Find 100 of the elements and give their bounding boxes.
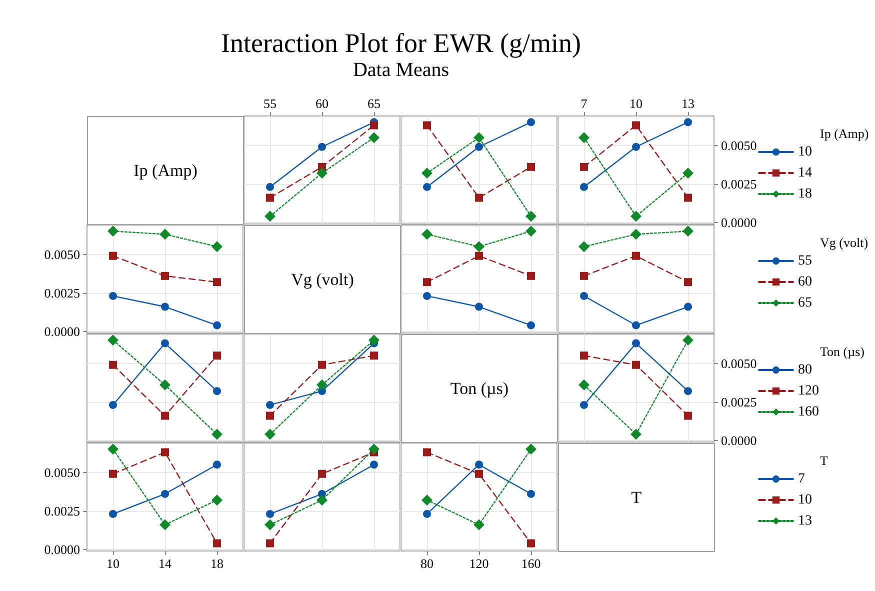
point xyxy=(368,334,380,346)
point xyxy=(578,379,590,390)
x-tick-label: 60 xyxy=(316,96,328,111)
point xyxy=(684,118,692,126)
point xyxy=(422,168,432,179)
point xyxy=(422,228,432,240)
point xyxy=(264,210,276,222)
point xyxy=(682,334,694,346)
point xyxy=(318,360,326,369)
legend-label: 120 xyxy=(798,384,819,398)
point xyxy=(526,226,536,237)
point xyxy=(474,519,484,530)
point xyxy=(109,470,117,478)
point xyxy=(266,412,274,420)
point xyxy=(109,292,117,300)
point xyxy=(632,252,640,260)
point xyxy=(580,400,588,409)
point xyxy=(527,118,535,126)
point xyxy=(526,210,536,222)
point xyxy=(578,241,590,252)
legend-label: 13 xyxy=(798,514,812,528)
point xyxy=(266,182,274,191)
legend-title: Vg (volt) xyxy=(820,235,868,250)
point xyxy=(109,252,117,260)
point xyxy=(682,226,694,237)
y-tick-label: 0.0050 xyxy=(721,356,757,371)
legend-label: 14 xyxy=(798,166,812,180)
point xyxy=(160,379,170,390)
text: Vg (volt) xyxy=(291,270,354,290)
legend-label: 160 xyxy=(798,404,819,420)
point xyxy=(474,241,484,252)
point xyxy=(161,412,169,420)
legend-title: Ton (µs) xyxy=(820,344,864,359)
point xyxy=(316,494,328,506)
y-tick-label: 0.0025 xyxy=(721,394,757,410)
point xyxy=(474,132,484,144)
x-tick-label: 18 xyxy=(210,556,224,571)
point xyxy=(161,490,169,498)
y-tick-label: 0.0000 xyxy=(44,542,80,557)
y-tick-label: 0.0050 xyxy=(721,138,757,153)
y-tick-label: 0.0000 xyxy=(44,324,80,339)
legend-label: 7 xyxy=(798,472,805,486)
point xyxy=(316,168,328,179)
point xyxy=(632,321,640,330)
y-tick-label: 0.0050 xyxy=(44,464,80,480)
point xyxy=(160,228,170,240)
point xyxy=(475,470,483,478)
y-tick-label: 0.0050 xyxy=(44,246,80,262)
point xyxy=(266,400,274,409)
text: Ip (Amp) xyxy=(134,160,198,180)
point xyxy=(368,132,380,144)
point xyxy=(318,142,326,151)
point xyxy=(684,387,692,396)
point xyxy=(580,182,588,191)
point xyxy=(370,460,378,469)
x-tick-label: 10 xyxy=(630,96,642,111)
text: Ton (µs) xyxy=(450,378,509,398)
point xyxy=(213,539,221,548)
y-tick-label: 0.0025 xyxy=(44,503,80,518)
point xyxy=(527,162,535,171)
point xyxy=(266,194,274,202)
text: Interaction Plot for EWR (g/min) xyxy=(220,28,582,59)
y-tick-label: 0.0000 xyxy=(721,432,757,448)
legend-label: 10 xyxy=(798,492,812,508)
point xyxy=(109,510,117,518)
point xyxy=(684,194,692,202)
point xyxy=(422,494,432,506)
y-tick-label: 0.0025 xyxy=(44,285,80,300)
point xyxy=(213,321,221,330)
point xyxy=(632,142,640,151)
point xyxy=(266,539,274,548)
point xyxy=(109,360,117,369)
y-tick-label: 0.0000 xyxy=(721,214,757,230)
point xyxy=(423,278,431,286)
point xyxy=(527,490,535,498)
legend-label: 10 xyxy=(798,144,812,160)
point xyxy=(316,379,328,390)
point xyxy=(475,302,483,311)
point xyxy=(423,510,431,518)
point xyxy=(580,272,588,280)
point xyxy=(370,121,378,130)
point xyxy=(630,428,642,440)
point xyxy=(212,428,222,440)
legend-title: Ip (Amp) xyxy=(820,126,869,141)
point xyxy=(212,241,222,252)
point xyxy=(161,448,169,456)
point xyxy=(109,400,117,409)
text: T xyxy=(631,488,642,508)
point xyxy=(370,352,378,360)
point xyxy=(578,132,590,144)
point xyxy=(475,460,483,469)
point xyxy=(213,460,221,469)
x-tick-label: 160 xyxy=(521,556,541,571)
point xyxy=(266,510,274,518)
legend-label: 18 xyxy=(798,186,812,202)
point xyxy=(580,352,588,360)
point xyxy=(212,494,222,506)
point xyxy=(161,272,169,280)
x-tick-label: 65 xyxy=(368,96,380,111)
point xyxy=(161,339,169,348)
